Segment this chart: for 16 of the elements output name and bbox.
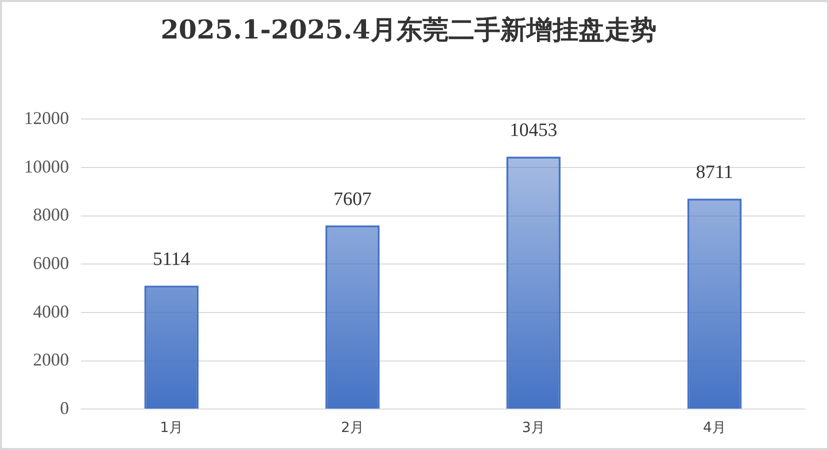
y-tick-label: 2000 <box>33 350 69 370</box>
y-tick-label: 0 <box>60 398 69 418</box>
x-tick-label: 4月 <box>703 420 726 436</box>
x-tick-label: 3月 <box>522 420 545 436</box>
y-tick-label: 8000 <box>33 204 69 225</box>
data-label: 8711 <box>696 162 734 184</box>
x-tick-label: 1月 <box>160 420 183 436</box>
data-label: 10453 <box>510 120 558 142</box>
y-tick-label: 10000 <box>24 156 69 176</box>
chart-title: 2025.1-2025.4月东莞二手新增挂盘走势 <box>160 15 656 46</box>
data-label: 7607 <box>334 188 372 210</box>
x-tick-label: 2月 <box>341 420 364 436</box>
y-tick-label: 6000 <box>33 252 69 273</box>
data-label: 5114 <box>152 249 191 270</box>
y-tick-label: 12000 <box>24 108 69 128</box>
y-tick-label: 4000 <box>33 301 69 322</box>
